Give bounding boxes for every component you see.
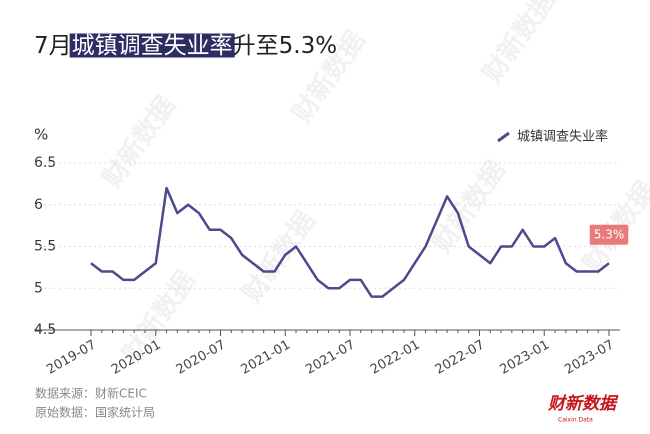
legend-swatch	[497, 131, 510, 143]
logo: 财新数据	[547, 394, 619, 414]
title-part: 7月	[34, 33, 72, 59]
annotation: 5.3%	[594, 228, 625, 242]
legend-label: 城镇调查失业率	[517, 129, 608, 145]
chart-title: 7月城镇调查失业率升至5.3%	[34, 33, 337, 59]
y-axis-label: %	[34, 126, 48, 144]
line	[90, 186, 610, 298]
source: 数据来源：财新CEIC	[35, 386, 147, 401]
title-highlight: 城镇调查失业率	[72, 33, 233, 59]
y-tick-label: 5	[34, 280, 43, 296]
title-part: 升至5.3%	[233, 33, 337, 59]
annotation-bg	[589, 224, 629, 245]
y-tick-label: 6	[34, 197, 43, 213]
original-source: 原始数据：国家统计局	[35, 405, 155, 420]
logo-sub: Caixin Data	[558, 417, 593, 424]
title-highlight-bg	[69, 33, 235, 58]
